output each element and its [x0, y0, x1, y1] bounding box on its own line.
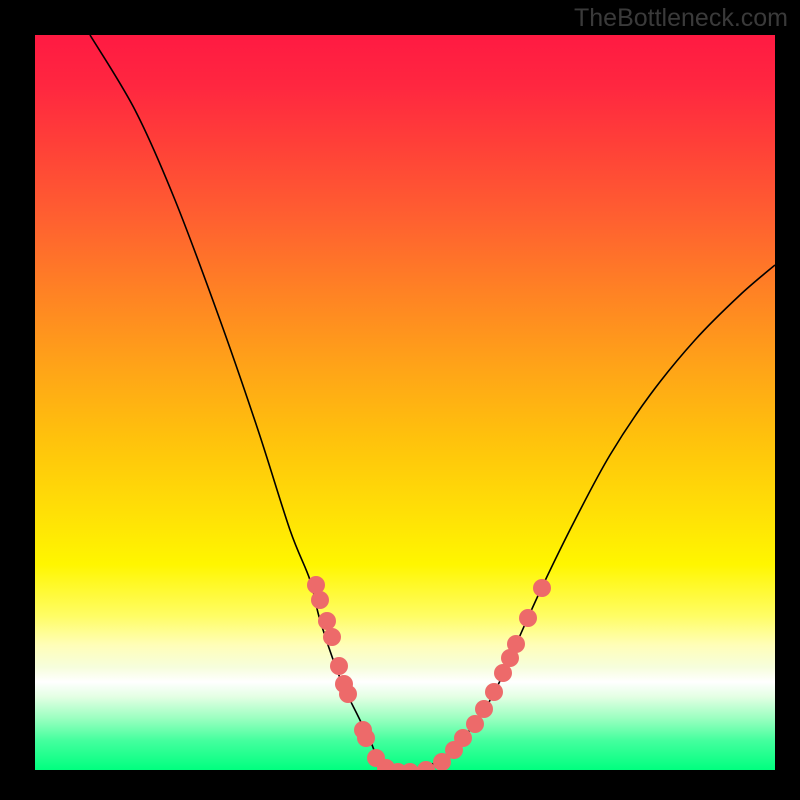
data-marker [401, 763, 419, 781]
data-marker [339, 685, 357, 703]
data-marker [475, 700, 493, 718]
data-marker [330, 657, 348, 675]
plot-background-gradient [35, 35, 775, 770]
bottleneck-v-chart [0, 0, 800, 800]
data-marker [485, 683, 503, 701]
data-marker [454, 729, 472, 747]
data-marker [311, 591, 329, 609]
data-marker [519, 609, 537, 627]
data-marker [417, 761, 435, 779]
watermark-text: TheBottleneck.com [574, 4, 788, 33]
data-marker [533, 579, 551, 597]
data-marker [357, 729, 375, 747]
data-marker [507, 635, 525, 653]
data-marker [323, 628, 341, 646]
data-marker [466, 715, 484, 733]
data-marker [318, 612, 336, 630]
